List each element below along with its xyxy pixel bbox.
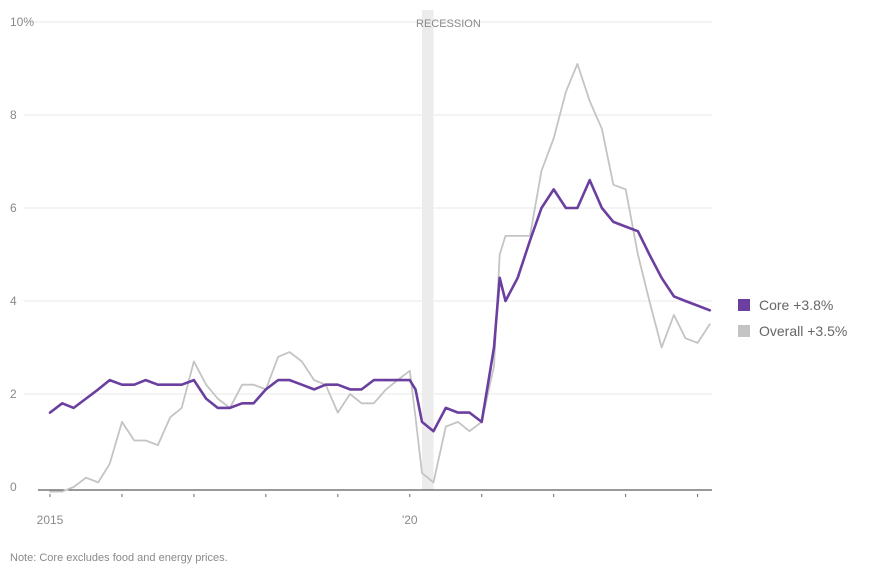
- series-line-core: [48, 178, 712, 433]
- legend-swatch-overall: [738, 325, 750, 337]
- series-group: [48, 63, 712, 493]
- y-tick-label-0: 0: [10, 480, 17, 494]
- legend-item-overall: Overall +3.5%: [738, 318, 847, 344]
- y-tick-label-4: 4: [10, 294, 17, 308]
- chart-note: Note: Core excludes food and energy pric…: [10, 552, 228, 564]
- x-axis-labels: 2015 '20: [37, 513, 418, 527]
- gridlines: [24, 21, 712, 395]
- legend: Core +3.8% Overall +3.5%: [738, 292, 847, 344]
- x-axis-ticks: [49, 494, 699, 497]
- x-tick-label-2015: 2015: [37, 513, 64, 527]
- y-axis-labels: 10% 8 6 4 2 0: [10, 15, 34, 494]
- y-tick-label-2: 2: [10, 387, 17, 401]
- y-tick-label-10: 10%: [10, 15, 34, 29]
- legend-item-core: Core +3.8%: [738, 292, 847, 318]
- legend-swatch-core: [738, 299, 750, 311]
- recession-label: RECESSION: [416, 18, 481, 30]
- series-line-overall: [49, 63, 711, 493]
- legend-label-overall: Overall +3.5%: [759, 323, 848, 339]
- legend-label-core: Core +3.8%: [759, 297, 834, 313]
- x-tick-label-2020: '20: [402, 513, 418, 527]
- y-tick-label-8: 8: [10, 108, 17, 122]
- y-tick-label-6: 6: [10, 201, 17, 215]
- recession-band: [422, 10, 434, 490]
